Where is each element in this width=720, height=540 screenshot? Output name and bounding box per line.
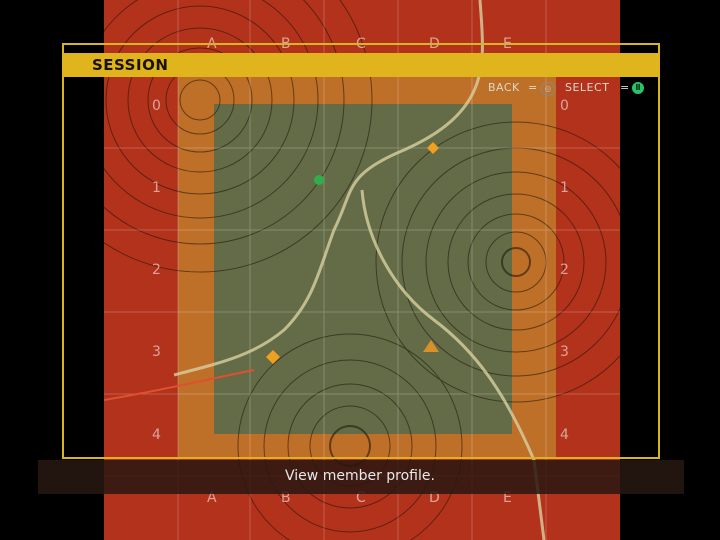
row-label-1-right: 1 [560, 180, 569, 196]
row-label-2-right: 2 [560, 262, 569, 278]
status-message: View member profile. [285, 468, 435, 484]
row-label-2-left: 2 [152, 262, 161, 278]
session-title: SESSION [92, 56, 169, 74]
map-terrain [104, 0, 620, 540]
row-label-0-right: 0 [560, 98, 569, 114]
back-hint-separator: = [528, 81, 538, 94]
member-marker-d0[interactable] [427, 142, 439, 154]
column-label-e-bottom: E [503, 490, 512, 506]
row-label-4-left: 4 [152, 427, 161, 443]
session-panel [62, 43, 660, 459]
session-header-bar [62, 53, 660, 77]
row-label-0-left: 0 [152, 98, 161, 114]
row-label-3-left: 3 [152, 344, 161, 360]
column-label-c-bottom: C [356, 490, 366, 506]
row-label-1-left: 1 [152, 180, 161, 196]
member-marker-d3[interactable] [423, 340, 439, 352]
column-label-b-bottom: B [281, 490, 291, 506]
select-hint-label: SELECT [565, 81, 610, 94]
back-hint-label: BACK [488, 81, 520, 94]
select-button-icon[interactable]: Ⅱ [632, 82, 644, 94]
back-button-icon[interactable]: ◎ [541, 82, 555, 96]
column-label-d-bottom: D [429, 490, 440, 506]
row-label-3-right: 3 [560, 344, 569, 360]
row-label-4-right: 4 [560, 427, 569, 443]
status-bar [38, 460, 684, 494]
safe-zone [214, 104, 512, 434]
tactical-map[interactable] [104, 0, 620, 540]
column-label-a-bottom: A [207, 490, 217, 506]
member-marker-b3[interactable] [266, 350, 280, 364]
member-marker-b1[interactable] [313, 174, 325, 186]
select-hint-separator: = [620, 81, 630, 94]
outer-path [104, 369, 255, 401]
map-paths [173, 0, 546, 540]
